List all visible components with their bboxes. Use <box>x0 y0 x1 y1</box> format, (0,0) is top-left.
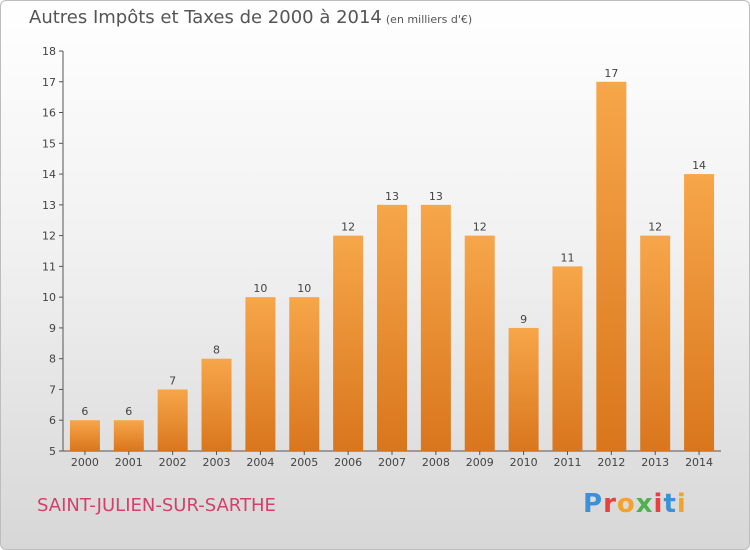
bar-2008 <box>420 204 451 451</box>
data-label-2001: 6 <box>125 405 132 418</box>
bar-2011 <box>552 266 583 451</box>
proxiti-logo-letter: x <box>635 489 654 519</box>
x-tick-label-2002: 2002 <box>159 456 187 469</box>
data-label-2000: 6 <box>81 405 88 418</box>
chart-title: Autres Impôts et Taxes de 2000 à 2014 (en… <box>29 7 472 28</box>
x-tick-label-2011: 2011 <box>553 456 581 469</box>
y-tick-label: 15 <box>42 137 56 150</box>
bar-2007 <box>377 204 407 451</box>
x-tick-label-2008: 2008 <box>422 456 450 469</box>
x-tick-label-2000: 2000 <box>71 456 99 469</box>
bar-2010 <box>508 327 539 451</box>
data-label-2013: 12 <box>648 221 662 234</box>
data-label-2003: 8 <box>213 344 220 357</box>
bar-2004 <box>245 297 276 451</box>
y-tick-label: 18 <box>42 45 56 58</box>
bar-2000 <box>69 420 100 451</box>
bar-2014 <box>684 174 715 452</box>
proxiti-logo-letter: r <box>603 489 617 519</box>
y-tick-label: 8 <box>49 353 56 366</box>
data-label-2009: 12 <box>473 221 487 234</box>
x-tick-label-2006: 2006 <box>334 456 362 469</box>
proxiti-logo[interactable]: Proxiti <box>583 489 687 519</box>
bar-2001 <box>113 420 144 451</box>
y-tick-label: 5 <box>49 445 56 458</box>
y-tick-label: 11 <box>42 260 56 273</box>
bar-2013 <box>640 235 671 451</box>
x-tick-label-2013: 2013 <box>641 456 669 469</box>
proxiti-logo-letter: i <box>653 489 664 519</box>
x-tick-label-2010: 2010 <box>510 456 538 469</box>
bar-2009 <box>464 235 495 451</box>
data-label-2002: 7 <box>169 374 176 387</box>
bar-2003 <box>201 358 232 451</box>
x-tick-label-2012: 2012 <box>597 456 625 469</box>
y-tick-label: 17 <box>42 76 56 89</box>
place-name: SAINT-JULIEN-SUR-SARTHE <box>37 495 276 516</box>
x-tick-label-2014: 2014 <box>685 456 713 469</box>
y-tick-label: 13 <box>42 199 56 212</box>
data-label-2007: 13 <box>385 190 399 203</box>
x-tick-label-2007: 2007 <box>378 456 406 469</box>
data-label-2011: 11 <box>560 251 574 264</box>
y-tick-label: 16 <box>42 107 56 120</box>
proxiti-logo-letter: t <box>663 489 677 519</box>
bar-2012 <box>596 81 627 452</box>
data-label-2010: 9 <box>520 313 527 326</box>
x-tick-label-2005: 2005 <box>290 456 318 469</box>
proxiti-logo-letter: i <box>676 489 687 519</box>
data-label-2008: 13 <box>429 190 443 203</box>
bar-2005 <box>289 297 320 451</box>
data-label-2006: 12 <box>341 221 355 234</box>
y-tick-label: 12 <box>42 230 56 243</box>
y-tick-label: 9 <box>49 322 56 335</box>
x-tick-label-2009: 2009 <box>466 456 494 469</box>
bar-2006 <box>333 235 364 451</box>
proxiti-logo-letter: o <box>616 489 636 519</box>
x-tick-label-2001: 2001 <box>115 456 143 469</box>
data-label-2004: 10 <box>253 282 267 295</box>
data-label-2012: 17 <box>604 67 618 80</box>
proxiti-logo-letter: P <box>583 489 604 519</box>
data-label-2014: 14 <box>692 159 706 172</box>
y-tick-label: 7 <box>49 383 56 396</box>
y-tick-label: 10 <box>42 291 56 304</box>
y-tick-label: 14 <box>42 168 56 181</box>
y-tick-label: 6 <box>49 414 56 427</box>
x-tick-label-2004: 2004 <box>246 456 274 469</box>
chart-unit: (en milliers d'€) <box>385 13 473 26</box>
chart-title-text: Autres Impôts et Taxes de 2000 à 2014 <box>29 7 382 28</box>
bar-2002 <box>157 389 188 451</box>
x-tick-label-2003: 2003 <box>203 456 231 469</box>
data-label-2005: 10 <box>297 282 311 295</box>
